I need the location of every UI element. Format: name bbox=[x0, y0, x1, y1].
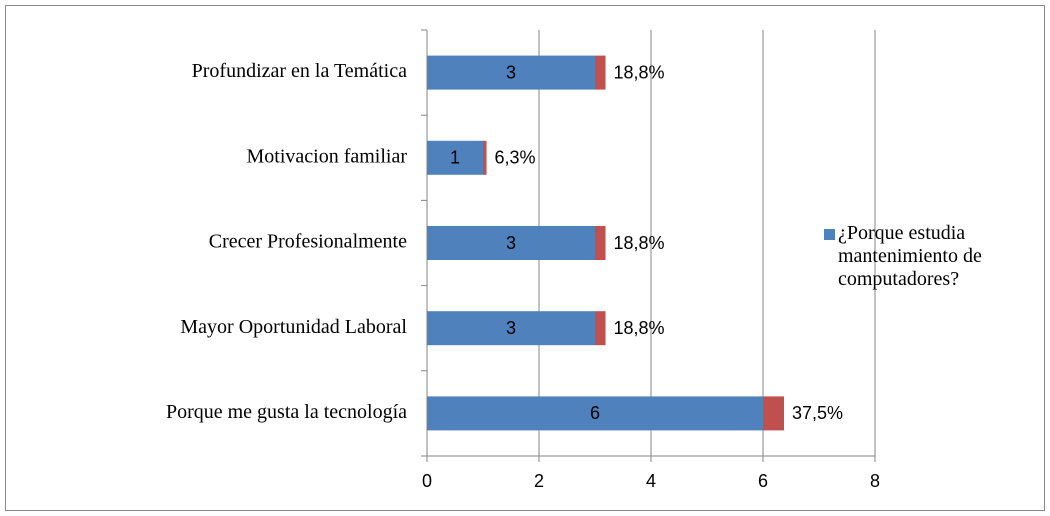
bar-segment bbox=[427, 55, 595, 90]
bar-segment bbox=[427, 396, 763, 431]
data-label: 18,8% bbox=[614, 233, 665, 253]
y-tick-label: Crecer Profesionalmente bbox=[209, 231, 407, 253]
x-tick-label: 6 bbox=[758, 471, 768, 491]
y-tick-label: Mayor Oportunidad Laboral bbox=[180, 316, 407, 338]
y-tick-label: Motivacion familiar bbox=[246, 145, 407, 167]
data-label: 18,8% bbox=[614, 318, 665, 338]
frame bbox=[5, 5, 1045, 511]
y-tick-label: Profundizar en la Temática bbox=[192, 60, 407, 82]
bar-segment bbox=[427, 311, 595, 346]
bar-segment bbox=[595, 311, 606, 346]
data-label: 3 bbox=[506, 62, 516, 82]
x-tick-label: 4 bbox=[646, 471, 656, 491]
data-label: 18,8% bbox=[614, 62, 665, 82]
x-tick-label: 0 bbox=[422, 471, 432, 491]
data-label: 6,3% bbox=[495, 148, 536, 168]
data-label: 3 bbox=[506, 318, 516, 338]
data-label: 6 bbox=[590, 403, 600, 423]
data-label: 37,5% bbox=[792, 403, 843, 423]
data-label: 1 bbox=[450, 148, 460, 168]
legend: ¿Porque estudia mantenimiento de computa… bbox=[824, 222, 1024, 291]
legend-swatch bbox=[824, 229, 835, 240]
y-tick-label: Porque me gusta la tecnología bbox=[166, 401, 407, 423]
bar-segment bbox=[483, 140, 487, 175]
bar-segment bbox=[763, 396, 784, 431]
bar-segment bbox=[427, 226, 595, 260]
x-tick-label: 8 bbox=[870, 471, 880, 491]
legend-label: ¿Porque estudia mantenimiento de computa… bbox=[838, 222, 982, 290]
bar-segment bbox=[427, 140, 483, 175]
bar-segment bbox=[595, 226, 606, 260]
data-label: 3 bbox=[506, 233, 516, 253]
x-tick-label: 2 bbox=[534, 471, 544, 491]
bar-segment bbox=[595, 55, 606, 90]
